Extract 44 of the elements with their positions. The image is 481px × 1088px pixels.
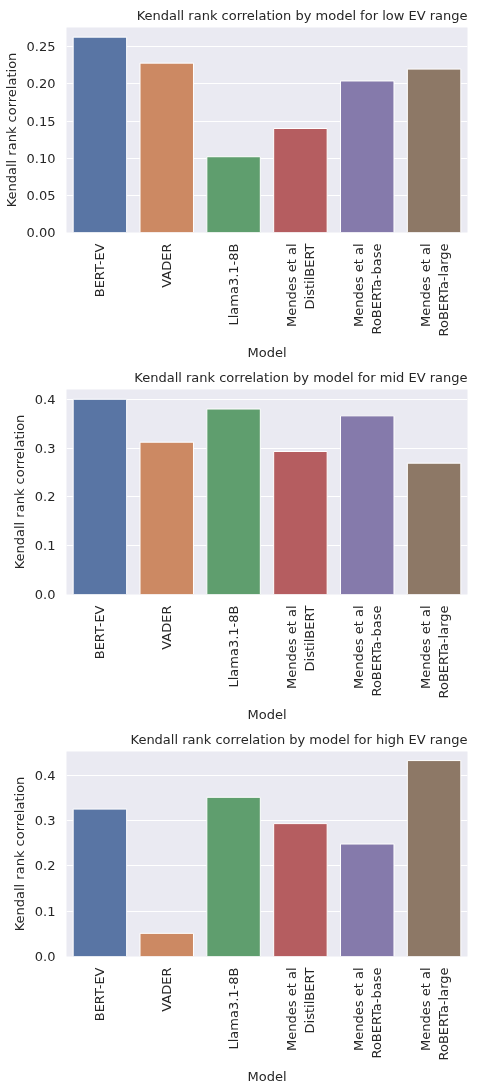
x-tick-label: BERT-EV xyxy=(92,605,108,660)
x-tick-label: Mendes et al DistilBERT xyxy=(283,243,317,327)
x-tick-label: Mendes et al RoBERTa-base xyxy=(350,605,384,697)
y-tick-label: 0.10 xyxy=(26,150,56,166)
y-tick-label: 0.0 xyxy=(34,587,56,602)
y-tick-label: 0.3 xyxy=(34,812,56,828)
x-tick-label: Llama3.1-8B xyxy=(226,967,242,1050)
x-tick-label: BERT-EV xyxy=(92,243,108,298)
x-tick-label: BERT-EV xyxy=(92,967,108,1022)
x-tick-label: Llama3.1-8B xyxy=(226,605,242,688)
x-axis-title: Model xyxy=(247,344,287,360)
y-tick-label: 0.20 xyxy=(26,76,56,92)
x-axis-title: Model xyxy=(247,706,287,722)
x-tick-label: VADER xyxy=(159,967,175,1012)
y-tick-label: 0.25 xyxy=(26,39,56,55)
y-tick-label: 0.00 xyxy=(26,225,56,240)
chart-title: Kendall rank correlation by model for mid EV range xyxy=(134,369,468,385)
y-axis-title: Kendall rank correlation xyxy=(3,52,19,208)
y-tick-label: 0.1 xyxy=(34,903,56,919)
x-tick-label: Mendes et al DistilBERT xyxy=(283,605,317,689)
y-tick-label: 0.3 xyxy=(34,440,56,456)
x-tick-label: Mendes et al RoBERTa-large xyxy=(417,967,451,1061)
y-tick-label: 0.1 xyxy=(34,538,56,554)
chart-title: Kendall rank correlation by model for low EV range xyxy=(136,7,468,23)
chart-title: Kendall rank correlation by model for high EV range xyxy=(130,731,468,747)
x-tick-label: Mendes et al DistilBERT xyxy=(283,967,317,1051)
y-tick-label: 0.0 xyxy=(34,949,56,964)
x-tick-label: Llama3.1-8B xyxy=(226,243,242,326)
x-tick-label: Mendes et al RoBERTa-large xyxy=(417,605,451,699)
y-axis-title: Kendall rank correlation xyxy=(11,414,27,570)
y-axis-title: Kendall rank correlation xyxy=(11,776,27,932)
x-tick-label: Mendes et al RoBERTa-base xyxy=(350,243,384,335)
x-tick-label: VADER xyxy=(159,605,175,650)
y-tick-label: 0.05 xyxy=(26,187,56,203)
x-axis-title: Model xyxy=(247,1068,287,1084)
x-tick-label: Mendes et al RoBERTa-base xyxy=(350,967,384,1059)
x-tick-label: Mendes et al RoBERTa-large xyxy=(417,243,451,337)
bar xyxy=(139,932,194,957)
y-tick-label: 0.4 xyxy=(34,767,56,783)
y-tick-label: 0.2 xyxy=(34,858,56,874)
x-tick-label: VADER xyxy=(159,243,175,288)
y-tick-label: 0.4 xyxy=(34,391,56,407)
y-tick-label: 0.2 xyxy=(34,489,56,505)
y-tick-label: 0.15 xyxy=(26,113,56,129)
